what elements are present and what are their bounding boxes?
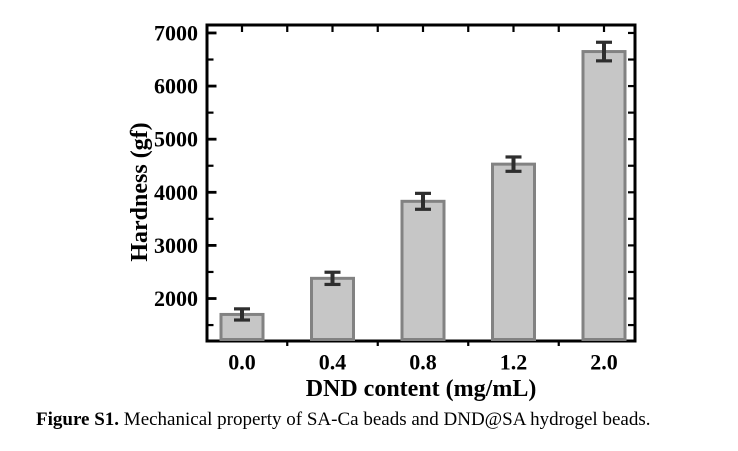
y-tick-label: 2000 (154, 286, 198, 311)
x-tick-label: 1.2 (500, 350, 528, 375)
y-tick-label: 5000 (154, 127, 198, 152)
y-tick-label: 4000 (154, 180, 198, 205)
x-axis-title: DND content (mg/mL) (306, 376, 537, 402)
figure-caption: Figure S1. Mechanical property of SA-Ca … (36, 409, 726, 431)
y-axis-title: Hardness (gf) (127, 122, 153, 261)
bar-0.8 (400, 199, 446, 341)
bar-chart-canvas: 2000 3000 4000 5000 6000 7000 0.0 0.4 0.8 1.2 2.0 D… (127, 20, 637, 402)
y-tick-label: 3000 (154, 233, 198, 258)
figure-caption-label: Figure S1. (36, 409, 120, 430)
x-tick-label: 0.4 (319, 350, 347, 375)
x-tick-label: 2.0 (590, 350, 618, 375)
bar-0.4 (310, 276, 355, 341)
bar-2.0 (581, 50, 627, 341)
x-tick-label: 0.8 (409, 350, 437, 375)
y-tick-label: 7000 (154, 20, 198, 45)
x-tick-label: 0.0 (228, 350, 256, 375)
y-tick-label: 6000 (154, 74, 198, 99)
bar-1.2 (491, 162, 536, 341)
figure-caption-text: Mechanical property of SA-Ca beads and D… (123, 409, 651, 430)
bar-chart: 2000 3000 4000 5000 6000 7000 0.0 0.4 0.8 1.2 2.0 D… (127, 20, 637, 402)
